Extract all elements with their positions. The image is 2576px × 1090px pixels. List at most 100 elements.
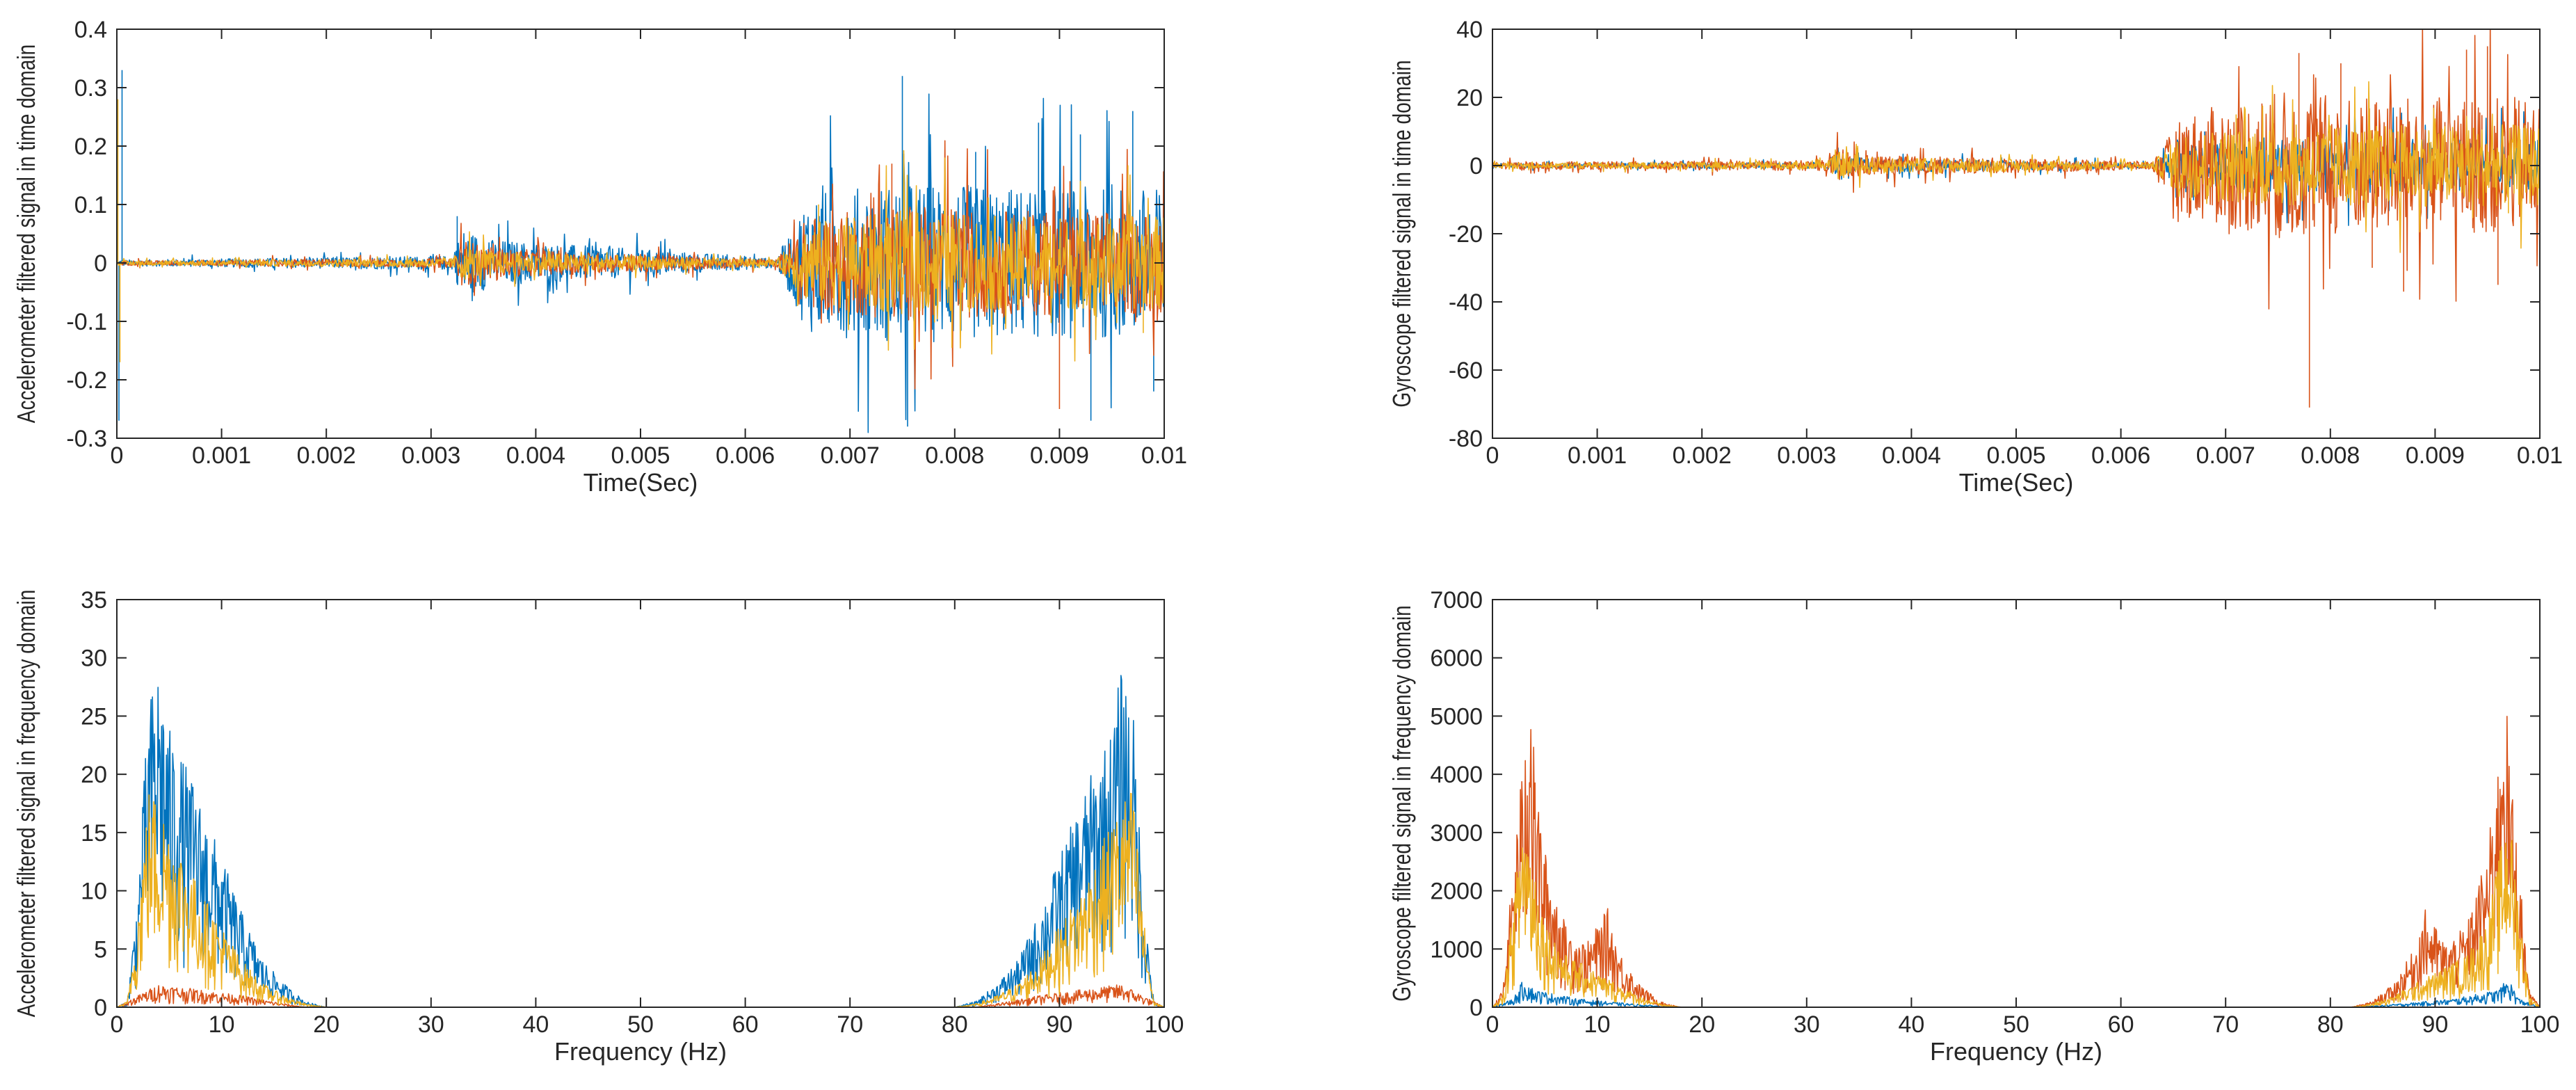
y-tick-label: 0.1 [74,192,107,218]
x-tick-label: 30 [418,1011,444,1038]
y-tick-label: 0 [1470,153,1483,179]
y-tick-label: 3000 [1430,820,1483,847]
x-tick-label: 0.007 [2196,442,2255,469]
y-tick-label: 35 [81,587,107,614]
x-tick-label: 0.009 [1030,442,1089,469]
x-tick-label: 0.008 [2301,442,2360,469]
x-tick-label: 40 [1898,1011,1924,1038]
x-tick-label: 0.007 [821,442,880,469]
chart-gyro_time: 0 0.001 0.002 0.003 0.004 0.005 0.006 0.007 0.00… [1388,17,2563,497]
x-tick-label: 0.003 [1777,442,1836,469]
x-tick-label: 0.01 [2517,442,2563,469]
x-tick-label: 10 [1584,1011,1611,1038]
x-tick-label: 0 [111,1011,124,1038]
y-tick-label: 5 [94,936,107,963]
x-tick-label: 0.002 [1673,442,1732,469]
y-axis-label: Accelerometer filtered signal in frequen… [13,590,40,1018]
series-group [117,675,1164,1007]
series-3-line [1492,81,2540,253]
x-tick-label: 30 [1794,1011,1820,1038]
y-tick-label: 0 [1470,995,1483,1021]
x-tick-label: 20 [313,1011,339,1038]
x-tick-label: 0.004 [1882,442,1941,469]
y-tick-label: -20 [1449,221,1483,248]
y-axis-label: Accelerometer filtered signal in time do… [13,45,40,423]
series-2-line [1492,29,2540,408]
y-tick-label: 15 [81,820,107,847]
x-tick-label: 0.005 [1986,442,2045,469]
chart-acc_time: 0 0.001 0.002 0.003 0.004 0.005 0.006 0.007 0.00… [13,17,1187,497]
y-tick-label: -0.2 [66,367,107,394]
x-tick-label: 0.008 [925,442,984,469]
y-tick-label: -0.1 [66,309,107,335]
y-tick-label: -40 [1449,289,1483,316]
series-group [1492,29,2540,408]
y-tick-label: 0.3 [74,75,107,102]
x-tick-label: 90 [1046,1011,1072,1038]
series-3-line [117,99,1164,362]
y-tick-label: -80 [1449,426,1483,452]
x-tick-label: 0.001 [192,442,251,469]
y-tick-label: 2000 [1430,879,1483,905]
x-tick-label: 50 [2003,1011,2029,1038]
x-axis-label: Frequency (Hz) [1930,1037,2102,1066]
x-tick-label: 0.003 [401,442,460,469]
x-tick-label: 20 [1689,1011,1715,1038]
y-tick-label: -0.3 [66,426,107,452]
x-tick-label: 0.01 [1141,442,1187,469]
x-axis-label: Time(Sec) [1959,468,2074,497]
x-tick-label: 0.006 [2091,442,2150,469]
y-tick-label: 4000 [1430,762,1483,788]
x-tick-label: 70 [2212,1011,2239,1038]
series-2-line [117,984,1164,1007]
x-tick-label: 80 [942,1011,968,1038]
y-tick-label: 0 [94,995,107,1021]
x-tick-label: 60 [732,1011,759,1038]
y-axis-label: Gyroscope filtered signal in frequency d… [1388,605,1416,1001]
chart-gyro_freq: 0 10 20 30 40 50 60 70 80 90 100010002000300040005… [1388,587,2560,1066]
x-tick-label: 0 [111,442,124,469]
y-tick-label: 1000 [1430,936,1483,963]
plot-area [1492,600,2540,1007]
plot-area [1492,29,2540,438]
x-tick-label: 50 [627,1011,654,1038]
y-tick-label: 10 [81,879,107,905]
x-tick-label: 0.009 [2406,442,2465,469]
y-tick-label: 7000 [1430,587,1483,614]
y-tick-label: 0 [94,250,107,277]
y-tick-label: -60 [1449,358,1483,384]
y-tick-label: 20 [1456,85,1483,111]
y-tick-label: 20 [81,762,107,788]
x-axis-label: Frequency (Hz) [554,1037,727,1066]
series-group [117,70,1164,433]
x-tick-label: 0 [1486,1011,1499,1038]
x-tick-label: 100 [1145,1011,1184,1038]
chart-acc_freq: 0 10 20 30 40 50 60 70 80 90 100 0 5 10 15 20 25 30 35 Freq… [13,587,1184,1066]
x-tick-label: 0 [1486,442,1499,469]
x-tick-label: 70 [837,1011,863,1038]
y-tick-label: 6000 [1430,646,1483,672]
x-tick-label: 80 [2317,1011,2344,1038]
x-tick-label: 0.004 [506,442,565,469]
series-1-line [117,675,1164,1007]
y-axis-label: Gyroscope filtered signal in time domain [1388,60,1416,407]
x-tick-label: 0.002 [297,442,356,469]
x-tick-label: 0.005 [611,442,670,469]
x-tick-label: 0.001 [1568,442,1627,469]
x-tick-label: 90 [2422,1011,2448,1038]
series-3-line [117,792,1164,1007]
y-tick-label: 40 [1456,17,1483,43]
x-tick-label: 10 [209,1011,235,1038]
x-tick-label: 0.006 [716,442,775,469]
x-tick-label: 60 [2108,1011,2134,1038]
x-tick-label: 40 [522,1011,549,1038]
y-tick-label: 5000 [1430,703,1483,730]
y-tick-label: 0.2 [74,134,107,160]
y-tick-label: 0.4 [74,17,107,43]
plot-area [117,600,1164,1007]
x-axis-label: Time(Sec) [583,468,698,497]
y-tick-label: 30 [81,646,107,672]
series-3-line [1492,840,2540,1007]
x-tick-label: 100 [2520,1011,2560,1038]
